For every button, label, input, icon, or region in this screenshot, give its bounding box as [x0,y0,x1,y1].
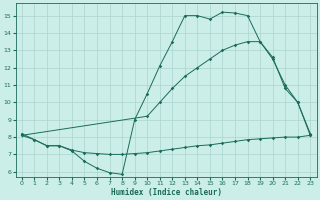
X-axis label: Humidex (Indice chaleur): Humidex (Indice chaleur) [110,188,221,197]
